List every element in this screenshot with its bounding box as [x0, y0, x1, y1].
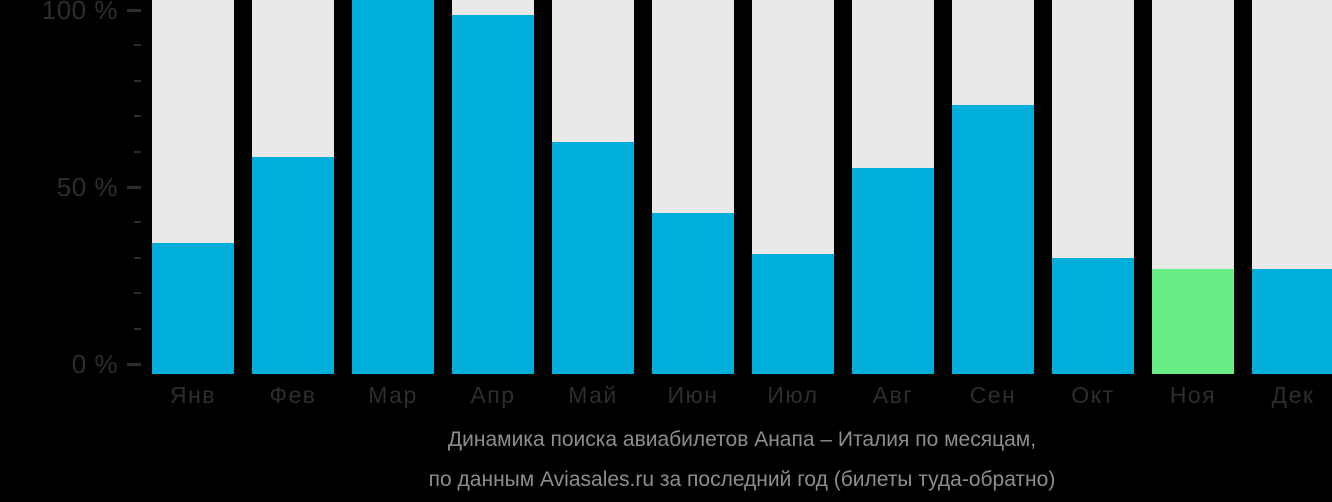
y-minor-tick-40 [134, 221, 141, 224]
bar-Мар [352, 0, 434, 374]
bar-track-Дек [1252, 0, 1332, 374]
x-label-Авг: Авг [872, 382, 914, 408]
x-label-Июн: Июн [667, 382, 719, 408]
x-label-Ноя: Ноя [1169, 382, 1217, 408]
x-label-Май: Май [568, 382, 618, 408]
chart-title: Динамика поиска авиабилетов Анапа – Итал… [447, 428, 1037, 451]
y-minor-tick-30 [134, 256, 141, 259]
y-minor-tick-10 [134, 327, 141, 330]
bar-Май [552, 142, 634, 374]
x-label-Янв: Янв [169, 382, 217, 408]
bar-track-Июн [652, 0, 734, 374]
bar-track-Июл [752, 0, 834, 374]
y-major-tick-50 [127, 186, 141, 189]
bar-track-Мар [352, 0, 434, 374]
x-label-Мар: Мар [368, 382, 418, 408]
y-major-tick-0 [127, 363, 141, 366]
bar-Июл [752, 254, 834, 374]
x-label-Апр: Апр [470, 382, 516, 408]
bar-Фев [252, 157, 334, 374]
bar-track-Ноя [1152, 0, 1234, 374]
chart-subtitle: по данным Aviasales.ru за последний год … [428, 468, 1056, 491]
y-minor-tick-20 [134, 292, 141, 295]
bar-track-Май [552, 0, 634, 374]
y-tick-label-50: 50 % [56, 172, 118, 202]
bar-track-Авг [852, 0, 934, 374]
bar-Апр [452, 14, 534, 374]
y-major-tick-100 [127, 9, 141, 12]
bar-track-Апр [452, 0, 534, 374]
y-tick-label-100: 100 % [41, 0, 118, 25]
y-tick-label-0: 0 % [71, 349, 118, 379]
bar-Ноя-highlighted [1152, 269, 1234, 374]
x-label-Окт: Окт [1071, 382, 1115, 408]
bar-Янв [152, 243, 234, 374]
bar-Авг [852, 168, 934, 374]
bar-track-Янв [152, 0, 234, 374]
bar-Окт [1052, 258, 1134, 374]
x-label-Фев: Фев [269, 382, 317, 408]
bar-Дек [1252, 269, 1332, 374]
x-label-Июл: Июл [767, 382, 819, 408]
bar-track-Окт [1052, 0, 1134, 374]
bar-Сен [952, 104, 1034, 374]
y-minor-tick-80 [134, 79, 141, 82]
bar-Июн [652, 213, 734, 374]
x-label-Сен: Сен [969, 382, 1017, 408]
bar-track-Сен [952, 0, 1034, 374]
y-minor-tick-70 [134, 115, 141, 118]
y-minor-tick-90 [134, 44, 141, 47]
y-minor-tick-60 [134, 150, 141, 153]
chart-caption: Динамика поиска авиабилетов Анапа – Итал… [152, 420, 1332, 500]
bar-track-Фев [252, 0, 334, 374]
x-label-Дек: Дек [1271, 382, 1315, 408]
